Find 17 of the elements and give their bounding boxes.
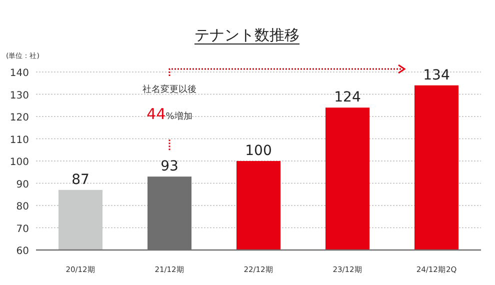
- y-tick-label: 140: [10, 68, 29, 79]
- y-tick-label: 100: [10, 157, 29, 168]
- data-label: 100: [245, 143, 272, 159]
- y-tick-label: 60: [16, 246, 29, 257]
- data-label: 124: [334, 90, 361, 106]
- y-tick-label: 80: [16, 202, 29, 212]
- y-tick-label: 130: [10, 90, 29, 102]
- chart-title: テナント数推移: [194, 26, 300, 44]
- data-label: 134: [423, 67, 450, 84]
- y-tick-label: 120: [10, 112, 29, 124]
- data-label: 93: [160, 158, 178, 175]
- y-tick-label: 70: [16, 224, 29, 235]
- data-label: 87: [72, 172, 90, 188]
- y-tick-label: 90: [16, 179, 29, 190]
- y-tick-label: 110: [10, 134, 29, 146]
- annotation: 社名変更以後: [142, 84, 196, 95]
- annotation: 44%増加: [146, 105, 192, 123]
